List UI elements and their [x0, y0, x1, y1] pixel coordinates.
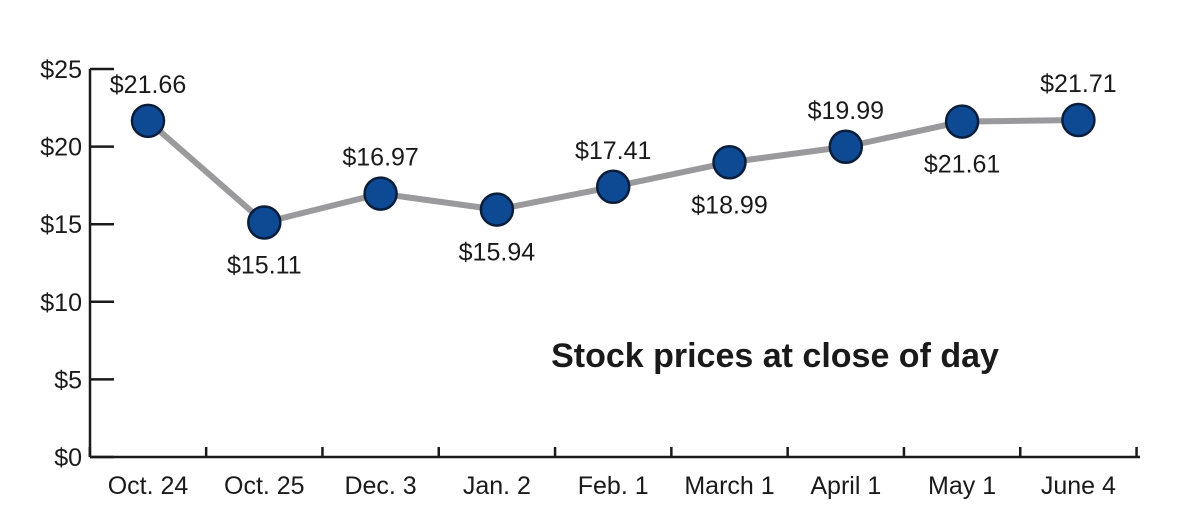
data-point [944, 104, 980, 139]
data-label: $21.61 [924, 151, 1000, 179]
data-label: $15.11 [227, 251, 302, 279]
data-point [130, 103, 166, 139]
y-axis: $0 $5 $10 $15 $20 $25 [40, 56, 114, 472]
data-point [247, 205, 282, 240]
data-point [828, 129, 864, 165]
data-label: $21.71 [1040, 70, 1116, 98]
y-tick-label: $20 [40, 134, 82, 162]
data-point [595, 169, 631, 205]
data-label: $17.41 [575, 137, 651, 165]
price-series: $21.66 $15.11 $16.97 $15.94 $17.41 $18.99 $19.… [110, 70, 1117, 279]
x-tick-label: Dec. 3 [344, 472, 416, 500]
data-label: $15.94 [459, 239, 536, 267]
x-tick-label: June 4 [1041, 472, 1116, 500]
y-tick-label: $5 [54, 366, 82, 394]
x-tick-label: Feb. 1 [578, 472, 649, 500]
y-tick-label: $10 [40, 289, 82, 317]
data-point [363, 176, 398, 211]
x-tick-label: May 1 [928, 472, 996, 500]
data-label: $21.66 [110, 71, 186, 99]
data-label: $18.99 [691, 191, 767, 219]
x-axis: Oct. 24 Oct. 25 Dec. 3 Jan. 2 Feb. 1 March 1 A… [88, 447, 1140, 500]
y-tick-label: $25 [40, 56, 82, 84]
x-tick-label: Oct. 24 [108, 472, 189, 500]
chart-title: Stock prices at close of day [551, 337, 999, 375]
data-point [1061, 102, 1096, 138]
data-label: $19.99 [808, 97, 884, 125]
x-tick-label: Jan. 2 [463, 472, 531, 500]
data-label: $16.97 [342, 144, 418, 172]
x-tick-label: Oct. 25 [224, 472, 305, 500]
x-tick-label: March 1 [684, 472, 774, 500]
x-tick-label: April 1 [810, 472, 881, 500]
data-point [712, 145, 747, 180]
data-point [479, 192, 515, 227]
y-tick-label: $0 [54, 444, 82, 472]
y-tick-label: $15 [40, 211, 82, 239]
